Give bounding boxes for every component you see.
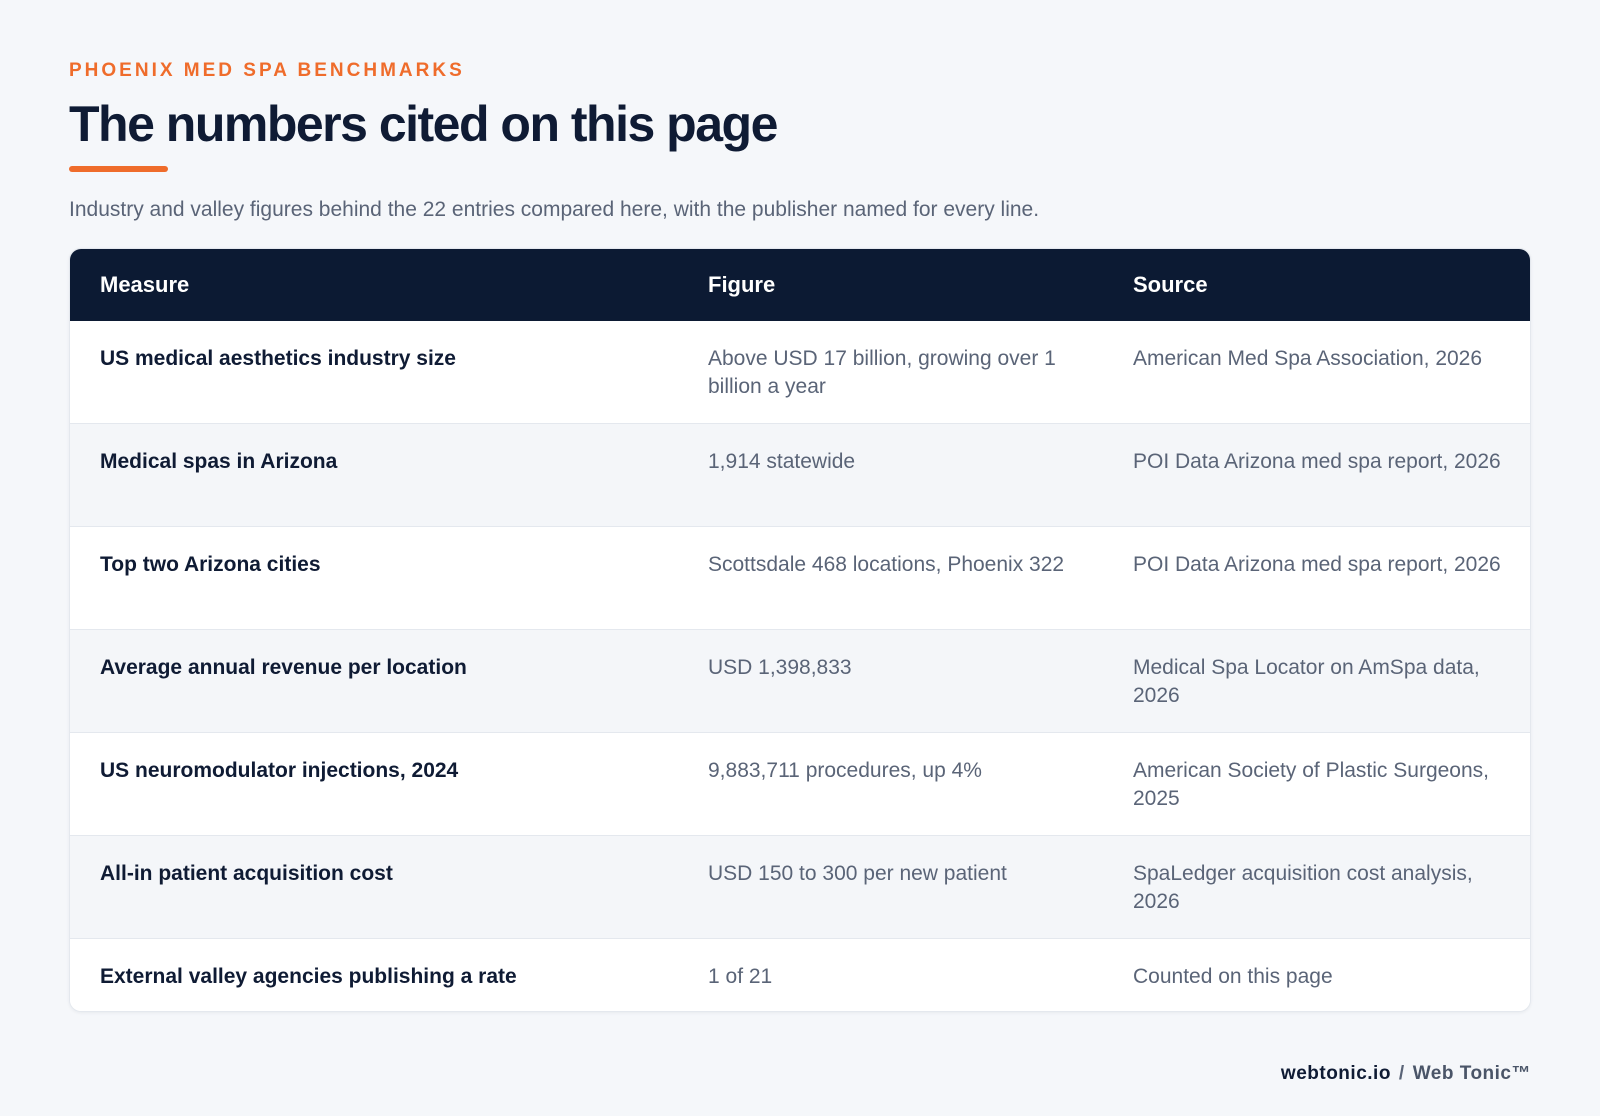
source-cell: American Society of Plastic Surgeons, 20… xyxy=(1103,731,1530,835)
measure-cell: Average annual revenue per location xyxy=(70,628,678,732)
footer-credit: webtonic.io / Web Tonic™ xyxy=(1281,1063,1531,1085)
table-row: External valley agencies publishing a ra… xyxy=(70,937,1530,1011)
figure-cell: USD 150 to 300 per new patient xyxy=(678,834,1103,938)
figure-cell: 9,883,711 procedures, up 4% xyxy=(678,731,1103,835)
table-row: Medical spas in Arizona 1,914 statewide … xyxy=(70,422,1530,526)
measure-cell: External valley agencies publishing a ra… xyxy=(70,937,678,1011)
table-row: US neuromodulator injections, 2024 9,883… xyxy=(70,731,1530,835)
measure-cell: US medical aesthetics industry size xyxy=(100,347,456,370)
benchmarks-table: Measure Figure Source US medical aesthet… xyxy=(70,249,1530,1011)
title-accent-bar xyxy=(69,166,168,172)
column-header-source: Source xyxy=(1133,272,1208,297)
source-cell: Counted on this page xyxy=(1103,937,1530,1011)
footer-domain: webtonic.io xyxy=(1280,1063,1391,1084)
footer-brand: Web Tonic™ xyxy=(1412,1063,1531,1084)
benchmarks-table-container: Measure Figure Source US medical aesthet… xyxy=(69,248,1531,1012)
table-row: Average annual revenue per location USD … xyxy=(70,628,1530,732)
source-cell: POI Data Arizona med spa report, 2026 xyxy=(1103,525,1530,629)
figure-cell: 1 of 21 xyxy=(678,937,1103,1011)
table-header: Measure Figure Source xyxy=(70,249,1530,321)
figure-cell: Scottsdale 468 locations, Phoenix 322 xyxy=(678,525,1103,629)
figure-cell: USD 1,398,833 xyxy=(678,628,1103,732)
source-cell: American Med Spa Association, 2026 xyxy=(1133,347,1483,370)
table-header-row: Measure Figure Source xyxy=(70,249,1530,321)
figure-cell: Above USD 17 billion, growing over 1 bil… xyxy=(708,347,1056,398)
source-cell: Medical Spa Locator on AmSpa data, 2026 xyxy=(1103,628,1530,732)
page-title: The numbers cited on this page xyxy=(69,96,778,152)
page-subtitle: Industry and valley figures behind the 2… xyxy=(69,198,1040,221)
eyebrow-label: PHOENIX MED SPA BENCHMARKS xyxy=(69,60,465,81)
column-header-figure: Figure xyxy=(708,272,776,297)
table-body: US medical aesthetics industry size Abov… xyxy=(70,321,1530,1011)
measure-cell: All-in patient acquisition cost xyxy=(70,834,678,938)
source-cell: POI Data Arizona med spa report, 2026 xyxy=(1103,422,1530,526)
table-row: US medical aesthetics industry size Abov… xyxy=(70,321,1530,423)
table-row: Top two Arizona cities Scottsdale 468 lo… xyxy=(70,525,1530,629)
column-header-measure: Measure xyxy=(100,272,190,297)
measure-cell: Medical spas in Arizona xyxy=(70,422,678,526)
source-cell: SpaLedger acquisition cost analysis, 202… xyxy=(1103,834,1530,938)
measure-cell: US neuromodulator injections, 2024 xyxy=(70,731,678,835)
table-row: All-in patient acquisition cost USD 150 … xyxy=(70,834,1530,938)
footer-separator: / xyxy=(1398,1063,1405,1084)
figure-cell: 1,914 statewide xyxy=(678,422,1103,526)
measure-cell: Top two Arizona cities xyxy=(70,525,678,629)
